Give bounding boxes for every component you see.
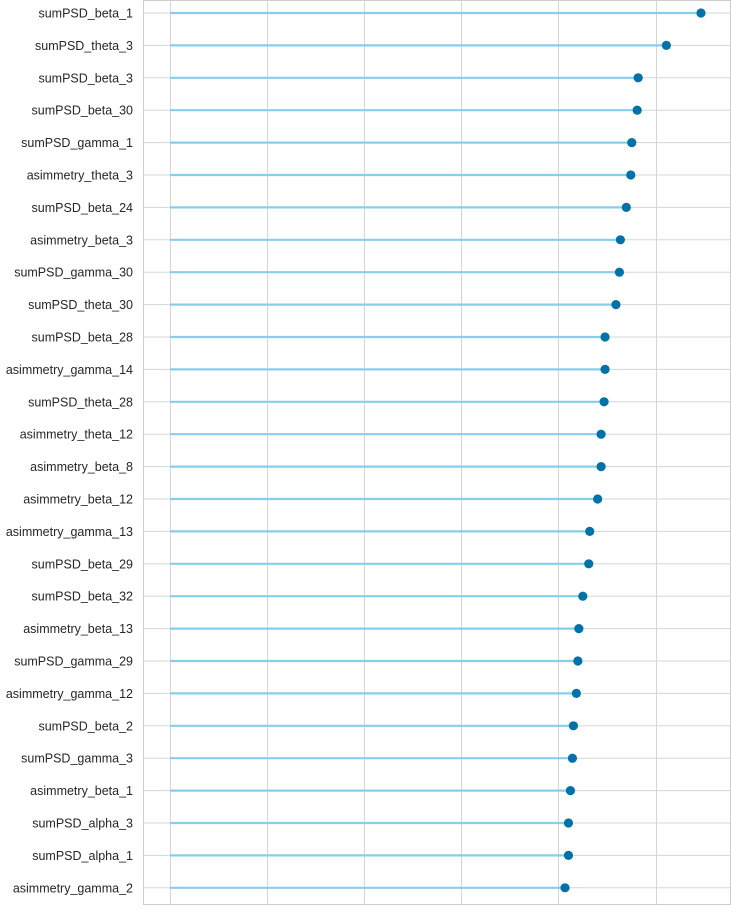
tick-label-2: sumPSD_beta_3 xyxy=(38,71,133,85)
tick-label-25: sumPSD_alpha_3 xyxy=(32,817,133,831)
tick-label-6: sumPSD_beta_24 xyxy=(32,201,134,215)
marker-6 xyxy=(621,202,631,212)
tick-label-9: sumPSD_theta_30 xyxy=(28,298,133,312)
tick-label-27: asimmetry_gamma_2 xyxy=(13,881,133,895)
marker-22 xyxy=(568,721,579,731)
tick-label-16: asimmetry_gamma_13 xyxy=(6,525,133,539)
marker-4 xyxy=(627,138,637,148)
grid-layer xyxy=(143,0,731,905)
tick-label-7: asimmetry_beta_3 xyxy=(30,233,133,247)
tick-label-21: asimmetry_gamma_12 xyxy=(6,687,133,701)
marker-layer xyxy=(560,8,706,893)
tick-label-5: asimmetry_theta_3 xyxy=(27,169,133,183)
tick-label-15: asimmetry_beta_12 xyxy=(23,493,133,507)
tick-label-26: sumPSD_alpha_1 xyxy=(32,849,133,863)
marker-20 xyxy=(573,656,583,666)
marker-3 xyxy=(632,105,642,115)
tick-label-23: sumPSD_gamma_3 xyxy=(21,752,133,766)
marker-15 xyxy=(593,494,603,504)
tick-label-3: sumPSD_beta_30 xyxy=(32,104,134,118)
tick-label-24: asimmetry_beta_1 xyxy=(30,784,133,798)
stem-layer xyxy=(170,11,701,889)
marker-7 xyxy=(615,235,625,245)
marker-26 xyxy=(563,850,574,861)
marker-2 xyxy=(633,73,643,83)
marker-19 xyxy=(574,624,584,634)
tick-label-17: sumPSD_beta_29 xyxy=(32,557,134,571)
marker-9 xyxy=(611,300,621,310)
tick-label-14: asimmetry_beta_8 xyxy=(30,460,133,474)
tick-label-10: sumPSD_beta_28 xyxy=(32,331,134,345)
marker-12 xyxy=(599,397,609,407)
marker-13 xyxy=(596,429,606,439)
marker-8 xyxy=(614,267,625,277)
marker-21 xyxy=(571,688,581,699)
plot-frame xyxy=(143,0,731,905)
tick-label-19: asimmetry_beta_13 xyxy=(23,622,133,636)
marker-16 xyxy=(585,526,595,537)
marker-10 xyxy=(600,332,610,342)
tick-label-0: sumPSD_beta_1 xyxy=(38,7,133,21)
marker-17 xyxy=(584,559,594,569)
tick-label-13: asimmetry_theta_12 xyxy=(20,428,133,442)
marker-23 xyxy=(567,753,578,763)
marker-1 xyxy=(661,40,671,51)
marker-27 xyxy=(560,883,570,893)
label-layer: sumPSD_beta_1 sumPSD_theta_3 sumPSD_beta_3… xyxy=(6,7,133,896)
marker-0 xyxy=(696,8,706,18)
marker-5 xyxy=(626,170,636,180)
marker-11 xyxy=(600,364,610,374)
tick-label-12: sumPSD_theta_28 xyxy=(28,395,133,409)
tick-label-11: asimmetry_gamma_14 xyxy=(6,363,133,377)
tick-label-22: sumPSD_beta_2 xyxy=(38,719,133,733)
tick-label-4: sumPSD_gamma_1 xyxy=(21,136,133,150)
marker-24 xyxy=(565,786,576,796)
marker-25 xyxy=(563,818,574,828)
tick-label-18: sumPSD_beta_32 xyxy=(32,590,134,604)
marker-18 xyxy=(578,591,588,601)
tick-label-20: sumPSD_gamma_29 xyxy=(14,655,133,669)
tick-label-1: sumPSD_theta_3 xyxy=(35,39,133,53)
marker-14 xyxy=(596,462,606,472)
tick-label-8: sumPSD_gamma_30 xyxy=(14,266,133,280)
